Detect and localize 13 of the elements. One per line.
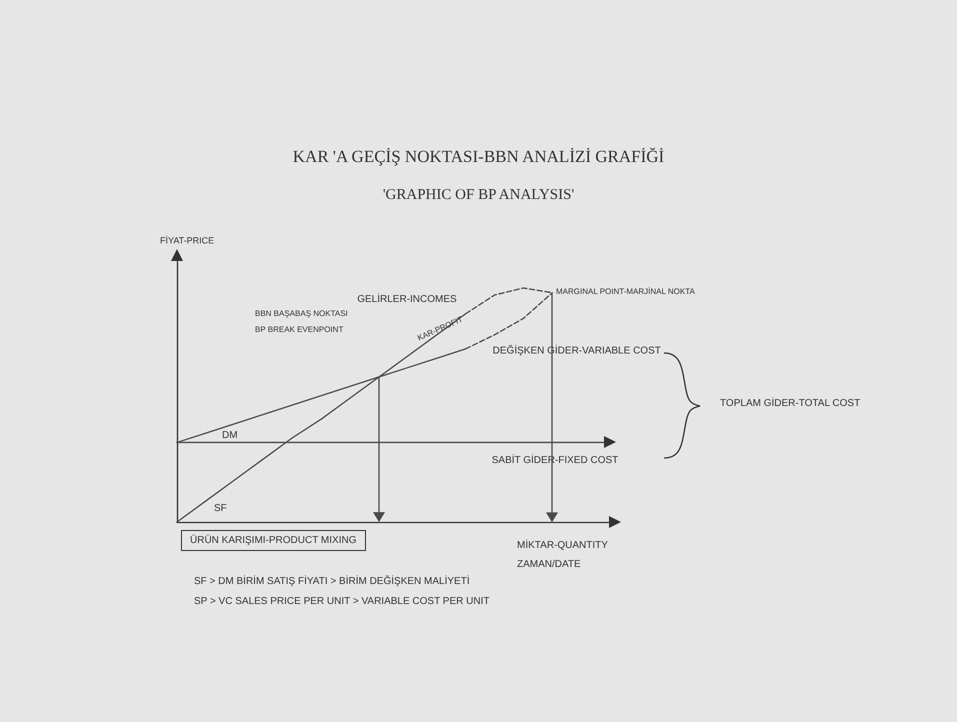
y-axis-title: FİYAT-PRICE [160, 236, 214, 246]
chart-title: KAR 'A GEÇİŞ NOKTASI-BBN ANALİZİ GRAFİĞİ [292, 147, 666, 167]
text: SF > DM BİRİM SATIŞ FİYATI > BİRİM DEĞİŞKEN MALİYETİ [194, 576, 470, 587]
chart-subtitle: 'GRAPHIC OF BP ANALYSIS' [382, 187, 576, 204]
series-label: GELİRLER-INCOMES [357, 293, 457, 306]
text: SP > VC SALES PRICE PER UNIT > VARIABLE COST PER UNIT [194, 596, 490, 607]
text: ÜRÜN KARIŞIMI-PRODUCT MIXING [181, 530, 366, 551]
annotation: MARGINAL POINT-MARJİNAL NOKTA [556, 287, 695, 296]
annotation: BBN BAŞABAŞ NOKTASI BP BREAK EVENPOINT [255, 308, 348, 336]
annotation: SF [214, 503, 227, 514]
text: TOPLAM GİDER-TOTAL COST [720, 398, 860, 409]
annotation: DM [222, 430, 238, 441]
x-axis-title: MİKTAR-QUANTITY ZAMAN/DATE [517, 538, 608, 572]
